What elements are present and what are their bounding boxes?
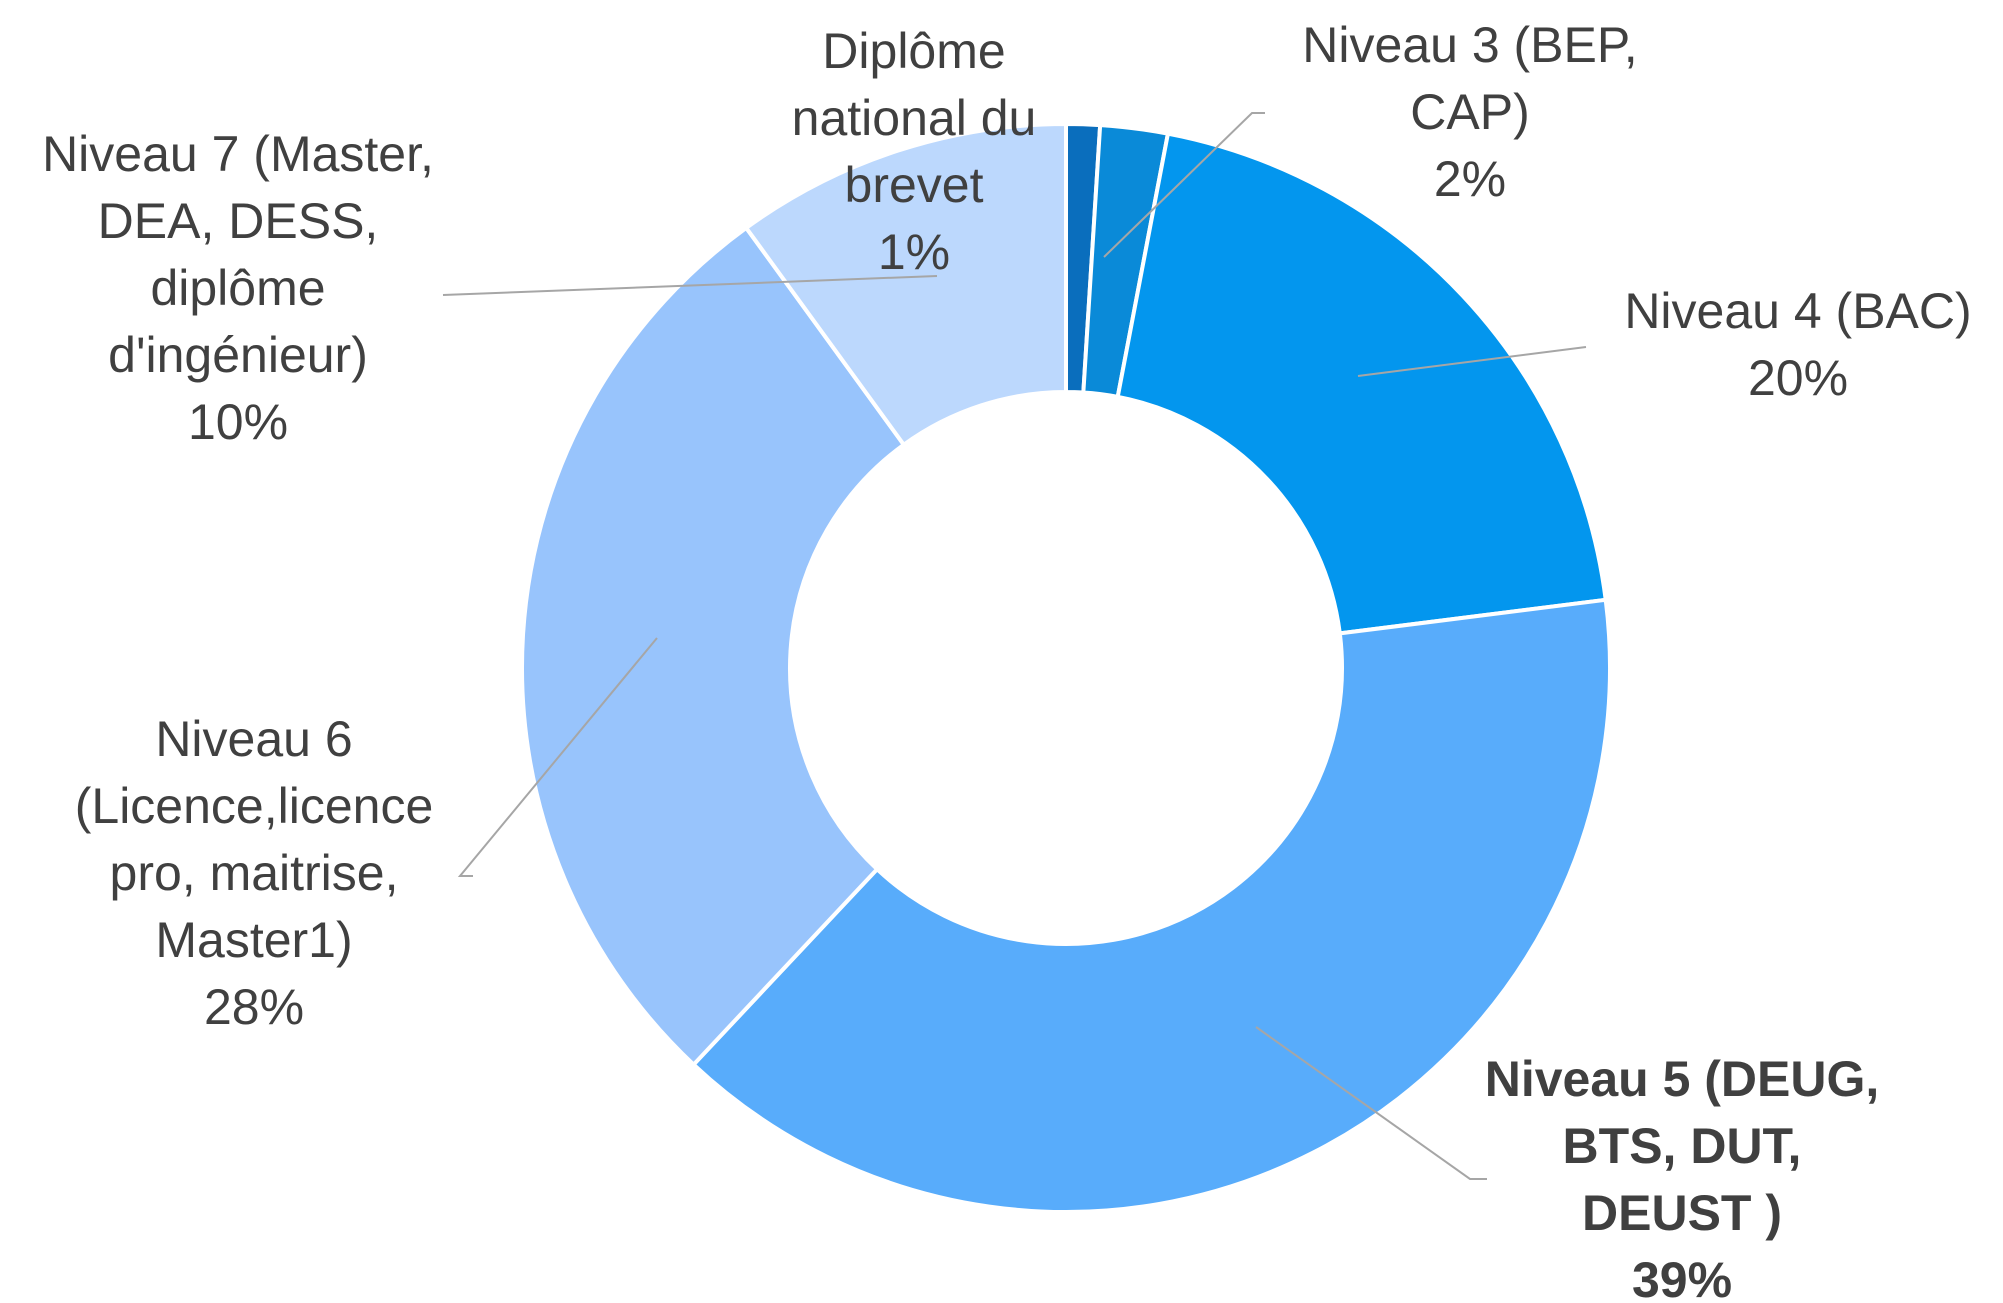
- data-label: Niveau 7 (Master, DEA, DESS, diplôme d'i…: [33, 121, 443, 456]
- leader-line: [1103, 112, 1265, 258]
- data-label: Niveau 4 (BAC) 20%: [1563, 278, 2003, 412]
- donut-slice: [743, 121, 1068, 448]
- data-label: Niveau 6 (Licence,licence pro, maitrise,…: [49, 706, 459, 1041]
- data-label: Niveau 5 (DEUG, BTS, DUT, DEUST ) 39%: [1482, 1046, 1882, 1303]
- data-label: Diplôme national du brevet 1%: [754, 18, 1074, 286]
- category-label: Niveau 5 (DEUG, BTS, DUT, DEUST ): [1484, 1051, 1880, 1241]
- value-label: 28%: [203, 979, 305, 1035]
- value-label: 2%: [1433, 151, 1507, 207]
- leader-line: [1255, 1026, 1487, 1180]
- leader-line: [457, 637, 658, 877]
- category-label: Niveau 4 (BAC): [1624, 283, 1972, 339]
- leader-line: [1357, 346, 1587, 377]
- category-label: Niveau 3 (BEP, CAP): [1302, 17, 1638, 140]
- donut-slice: [690, 597, 1612, 1214]
- value-label: 20%: [1747, 350, 1849, 406]
- value-label: 1%: [877, 224, 951, 280]
- leader-line: [442, 275, 938, 296]
- category-label: Niveau 7 (Master, DEA, DESS, diplôme d'i…: [42, 126, 434, 383]
- value-label: 10%: [187, 394, 289, 450]
- donut-slice: [520, 225, 907, 1068]
- value-label: 39%: [1631, 1252, 1733, 1303]
- category-label: Niveau 6 (Licence,licence pro, maitrise,…: [74, 711, 434, 968]
- category-label: Diplôme national du brevet: [791, 23, 1037, 213]
- donut-slice: [1115, 131, 1608, 636]
- data-label: Niveau 3 (BEP, CAP) 2%: [1250, 12, 1690, 213]
